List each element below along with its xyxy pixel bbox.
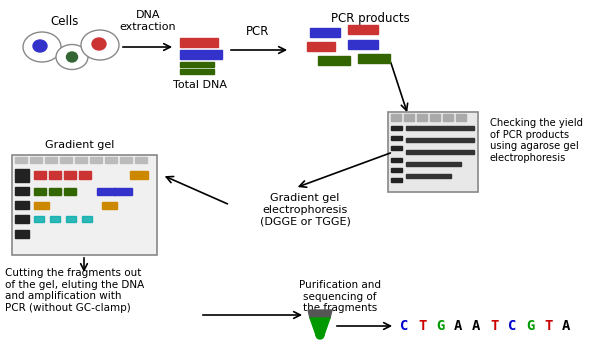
Text: Gradient gel: Gradient gel [46, 140, 115, 150]
Bar [135, 157, 147, 163]
Text: A: A [472, 319, 480, 333]
Bar [391, 146, 402, 150]
Bar [49, 188, 61, 195]
Text: C: C [400, 319, 409, 333]
Bar [358, 54, 390, 63]
Text: PCR products: PCR products [331, 12, 409, 25]
Bar [391, 114, 401, 121]
Text: G: G [436, 319, 444, 333]
Bar [15, 169, 29, 182]
Bar [130, 171, 148, 179]
Bar [102, 202, 117, 209]
Bar [180, 62, 214, 67]
Bar [30, 157, 42, 163]
Text: Purification and
sequencing of
the fragments: Purification and sequencing of the fragm… [299, 280, 381, 313]
Bar [348, 25, 378, 34]
Bar [50, 216, 60, 222]
Ellipse shape [33, 40, 47, 52]
Bar [114, 188, 132, 195]
Text: Cutting the fragments out
of the gel, eluting the DNA
and amplification with
PCR: Cutting the fragments out of the gel, el… [5, 268, 144, 313]
Bar [12, 155, 157, 255]
Bar [105, 157, 117, 163]
Ellipse shape [67, 52, 78, 62]
Bar [318, 56, 350, 65]
Bar [180, 38, 218, 47]
Text: Cells: Cells [51, 15, 79, 28]
Text: PCR: PCR [246, 25, 270, 38]
Circle shape [316, 331, 324, 339]
Bar [456, 114, 466, 121]
Bar [15, 187, 29, 195]
Bar [391, 168, 402, 172]
Bar [391, 178, 402, 182]
Bar [79, 171, 91, 179]
Text: G: G [526, 319, 534, 333]
Bar [64, 188, 76, 195]
Bar [75, 157, 87, 163]
Text: T: T [490, 319, 498, 333]
Bar [34, 216, 44, 222]
Bar [45, 157, 57, 163]
Bar [430, 114, 440, 121]
Bar [443, 114, 453, 121]
Bar [388, 112, 478, 192]
Text: Gradient gel
electrophoresis
(DGGE or TGGE): Gradient gel electrophoresis (DGGE or TG… [260, 193, 350, 226]
Bar [391, 136, 402, 140]
Ellipse shape [92, 38, 106, 50]
Bar [34, 188, 46, 195]
Ellipse shape [81, 30, 119, 60]
Bar [404, 114, 414, 121]
Bar [406, 162, 461, 166]
Bar [406, 150, 474, 154]
Bar [34, 171, 46, 179]
Bar [15, 201, 29, 209]
Text: DNA
extraction: DNA extraction [120, 10, 176, 31]
Text: Checking the yield
of PCR products
using agarose gel
electrophoresis: Checking the yield of PCR products using… [490, 118, 583, 163]
Bar [97, 188, 115, 195]
Bar [406, 126, 474, 130]
Text: A: A [562, 319, 571, 333]
Bar [34, 202, 49, 209]
Bar [406, 138, 474, 142]
Bar [406, 174, 451, 178]
Bar [15, 230, 29, 238]
Ellipse shape [23, 32, 61, 62]
Bar [66, 216, 76, 222]
Text: C: C [508, 319, 517, 333]
Bar [15, 215, 29, 223]
Bar [49, 171, 61, 179]
Bar [82, 216, 92, 222]
Text: T: T [544, 319, 552, 333]
Bar [180, 50, 222, 59]
Bar [391, 126, 402, 130]
Text: Total DNA: Total DNA [173, 80, 227, 90]
Polygon shape [310, 318, 330, 335]
Bar [417, 114, 427, 121]
Bar [180, 69, 214, 74]
Bar [15, 157, 27, 163]
Bar [64, 171, 76, 179]
Bar [310, 28, 340, 37]
Bar [60, 157, 72, 163]
Bar [307, 42, 335, 51]
Ellipse shape [56, 45, 88, 70]
Text: A: A [454, 319, 463, 333]
Bar [348, 40, 378, 49]
Polygon shape [308, 310, 332, 318]
Bar [120, 157, 132, 163]
Text: T: T [418, 319, 426, 333]
Bar [391, 158, 402, 162]
Bar [90, 157, 102, 163]
